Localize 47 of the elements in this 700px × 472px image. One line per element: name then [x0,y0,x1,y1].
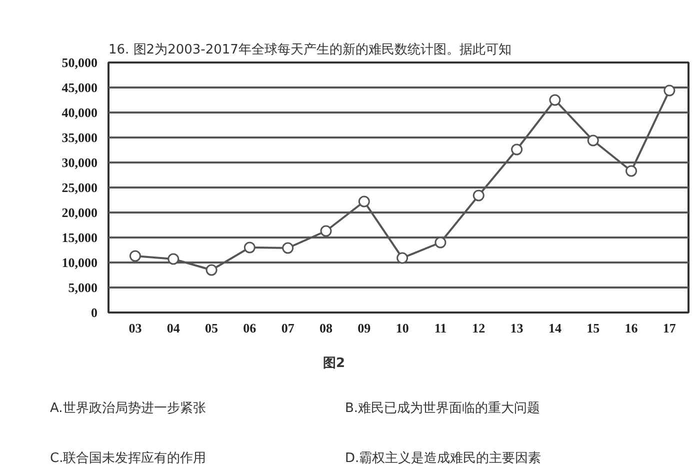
point [320,225,332,237]
y-tick-label: 35,000 [62,130,98,145]
x-tick-label: 15 [586,320,600,336]
x-tick-label: 06 [243,320,257,336]
x-tick-label: 17 [662,320,676,336]
point [511,144,523,156]
y-tick-label: 10,000 [62,255,98,270]
point [664,84,676,96]
y-tick-label: 45,000 [62,80,98,95]
y-tick-label: 15,000 [62,230,98,245]
point [358,196,370,208]
point [129,250,141,262]
point [282,242,294,254]
x-tick-label: 04 [166,320,180,336]
point [472,190,484,202]
y-tick-label: 25,000 [62,180,98,195]
text: A.世界政治局势进一步紧张 [50,400,206,418]
y-tick-label: 30,000 [62,155,98,170]
y-tick-label: 40,000 [62,105,98,120]
point [549,94,561,106]
x-tick-label: 12 [472,320,486,336]
point [244,242,256,254]
point [168,253,180,265]
x-tick-label: 11 [434,320,447,336]
point [434,236,446,248]
x-tick-label: 10 [396,320,409,336]
x-tick-label: 03 [128,320,142,336]
x-tick-label: 09 [358,320,372,336]
text: B.难民已成为世界面临的重大问题 [345,400,540,418]
point [587,134,599,146]
x-tick-label: 14 [548,320,562,336]
y-tick-label: 5,000 [68,280,98,295]
point [626,165,638,177]
chart-title: 16. 图2为2003-2017年全球每天产生的新的难民数统计图。据此可知 [108,42,512,58]
x-tick-label: 08 [320,320,333,336]
x-tick-label: 16 [624,320,638,336]
text: D.霸权主义是造成难民的主要因素 [345,450,542,468]
y-tick-label: 50,000 [62,55,98,70]
point [206,264,218,276]
y-tick-label: 0 [91,305,98,320]
y-tick-label: 20,000 [62,205,98,220]
point [396,252,408,264]
caption: 图2 [323,355,346,373]
text: C.联合国未发挥应有的作用 [50,450,206,468]
x-tick-label: 13 [510,320,524,336]
x-tick-label: 07 [281,320,295,336]
x-tick-label: 05 [205,320,219,336]
